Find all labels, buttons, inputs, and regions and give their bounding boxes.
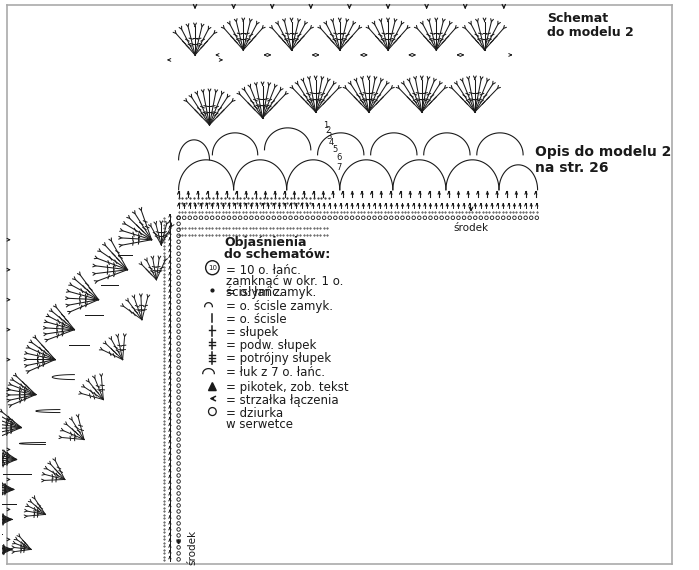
Text: 4: 4 xyxy=(329,139,333,147)
Text: = o. łańc.: = o. łańc. xyxy=(226,286,282,299)
Polygon shape xyxy=(208,382,216,390)
Text: do schematów:: do schematów: xyxy=(224,248,330,260)
Text: = łuk z 7 o. łańc.: = łuk z 7 o. łańc. xyxy=(226,365,325,378)
Text: 1: 1 xyxy=(324,121,329,131)
Text: do modelu 2: do modelu 2 xyxy=(547,26,634,39)
Text: ścisłym zamyk.: ścisłym zamyk. xyxy=(226,286,316,299)
Text: 2: 2 xyxy=(325,127,331,135)
Text: 3: 3 xyxy=(326,132,331,141)
Text: = dziurka: = dziurka xyxy=(226,406,283,420)
Text: w serwetce: w serwetce xyxy=(226,418,293,430)
Text: = strzałka łączenia: = strzałka łączenia xyxy=(226,393,338,406)
Text: = słupek: = słupek xyxy=(226,325,278,339)
Text: Opis do modelu 2: Opis do modelu 2 xyxy=(535,145,671,159)
Text: zamknąć w okr. 1 o.: zamknąć w okr. 1 o. xyxy=(226,275,343,288)
Text: środek: środek xyxy=(187,530,197,565)
Text: = o. ścisle: = o. ścisle xyxy=(226,313,287,325)
Text: = pikotek, zob. tekst: = pikotek, zob. tekst xyxy=(226,381,349,393)
Text: 5: 5 xyxy=(332,145,338,154)
Text: = o. ścisle zamyk.: = o. ścisle zamyk. xyxy=(226,300,333,313)
Text: 10: 10 xyxy=(208,264,217,271)
Text: Schemat: Schemat xyxy=(547,12,608,25)
Text: 6: 6 xyxy=(336,153,341,162)
Text: środek: środek xyxy=(454,223,489,233)
Text: 7: 7 xyxy=(336,164,341,172)
Text: na str. 26: na str. 26 xyxy=(535,161,608,175)
Text: = podw. słupek: = podw. słupek xyxy=(226,339,316,352)
Text: Objaśnienia: Objaśnienia xyxy=(224,236,306,249)
Text: = 10 o. łańc.: = 10 o. łańc. xyxy=(226,264,301,276)
Text: = potrójny słupek: = potrójny słupek xyxy=(226,352,331,365)
